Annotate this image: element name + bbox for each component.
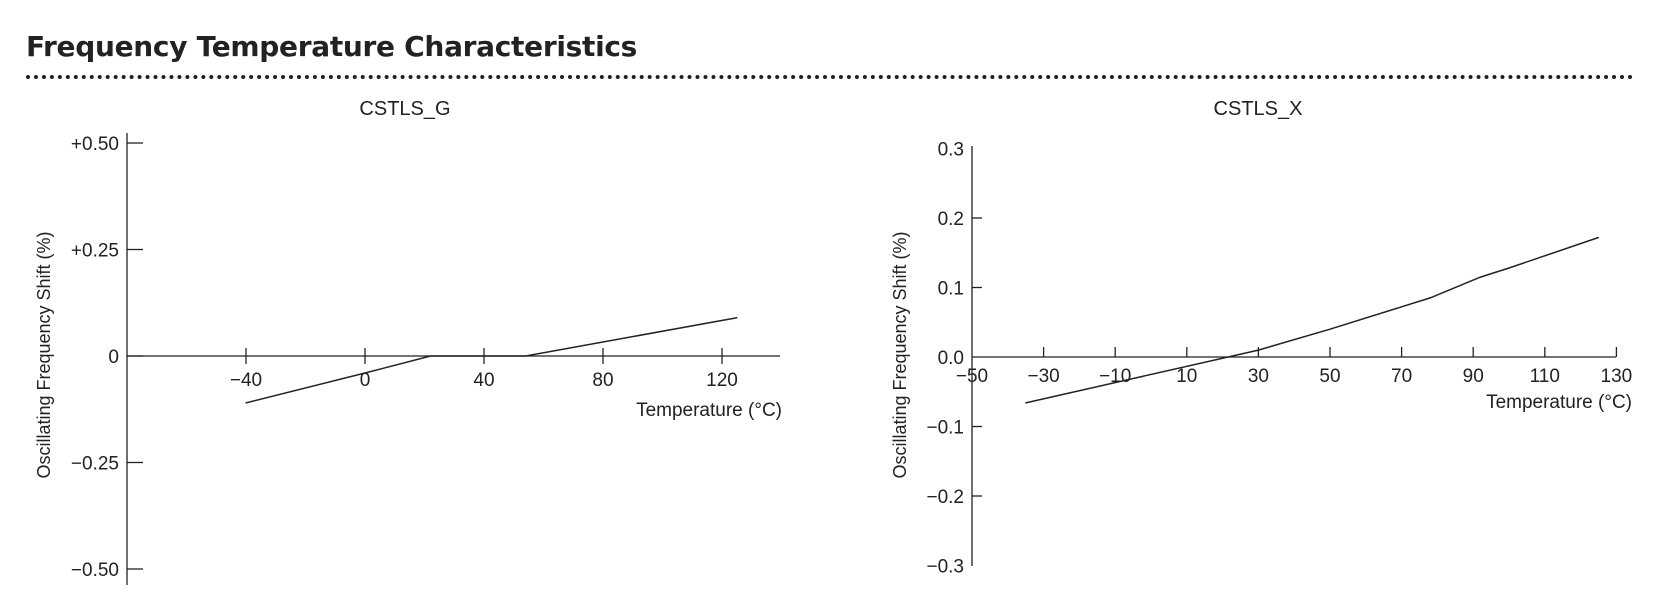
series-point — [429, 355, 432, 357]
y-tick-label: 0.1 — [938, 279, 964, 300]
x-tick-label: 130 — [1601, 366, 1633, 387]
series-point — [525, 355, 527, 357]
x-tick-label: 70 — [1391, 366, 1412, 387]
series-point — [245, 402, 247, 404]
x-tick-label: −10 — [1099, 366, 1131, 387]
series-point — [364, 372, 366, 374]
x-tick-label: −50 — [956, 366, 988, 387]
y-tick-label: 0 — [108, 347, 119, 368]
x-axis-label: Temperature (°C) — [1486, 392, 1632, 413]
x-tick-label: 80 — [592, 370, 613, 391]
page-title: Frequency Temperature Characteristics — [26, 30, 638, 63]
x-tick-label: 50 — [1319, 366, 1340, 387]
title-dotted-rule — [26, 75, 1634, 79]
series-point — [1479, 276, 1481, 278]
y-tick-label: −0.25 — [71, 454, 119, 475]
chart-title: CSTLS_G — [359, 98, 450, 120]
y-tick-label: 0.2 — [938, 209, 964, 230]
series-point — [736, 317, 738, 319]
x-tick-label: −40 — [230, 370, 262, 391]
x-tick-label: 120 — [706, 370, 738, 391]
chart-title: CSTLS_X — [1214, 98, 1303, 120]
y-tick-label: 0.3 — [938, 140, 964, 161]
y-tick-label: 0.0 — [938, 348, 964, 369]
x-tick-label: 10 — [1176, 366, 1197, 387]
y-axis-label: Oscillating Frequency Shift (%) — [34, 231, 54, 478]
series-point — [1329, 328, 1331, 330]
y-tick-label: +0.50 — [71, 134, 119, 155]
series-point — [1597, 236, 1600, 239]
series-point — [1429, 297, 1431, 299]
x-tick-label: −30 — [1027, 366, 1059, 387]
y-tick-label: −0.50 — [71, 560, 119, 581]
series-point — [1025, 402, 1027, 404]
y-tick-label: +0.25 — [71, 241, 119, 262]
y-tick-label: −0.2 — [926, 487, 964, 508]
x-tick-label: 30 — [1248, 366, 1269, 387]
x-axis-label: Temperature (°C) — [636, 400, 782, 421]
x-tick-label: 40 — [473, 370, 494, 391]
x-tick-label: 0 — [360, 370, 371, 391]
y-tick-label: −0.3 — [926, 557, 964, 578]
y-tick-label: −0.1 — [926, 418, 964, 439]
x-tick-label: 110 — [1530, 366, 1560, 387]
y-axis-label: Oscillating Frequency Shift (%) — [890, 231, 910, 478]
series-point — [1508, 267, 1510, 269]
series-point — [1257, 349, 1259, 351]
x-tick-label: 90 — [1463, 366, 1484, 387]
